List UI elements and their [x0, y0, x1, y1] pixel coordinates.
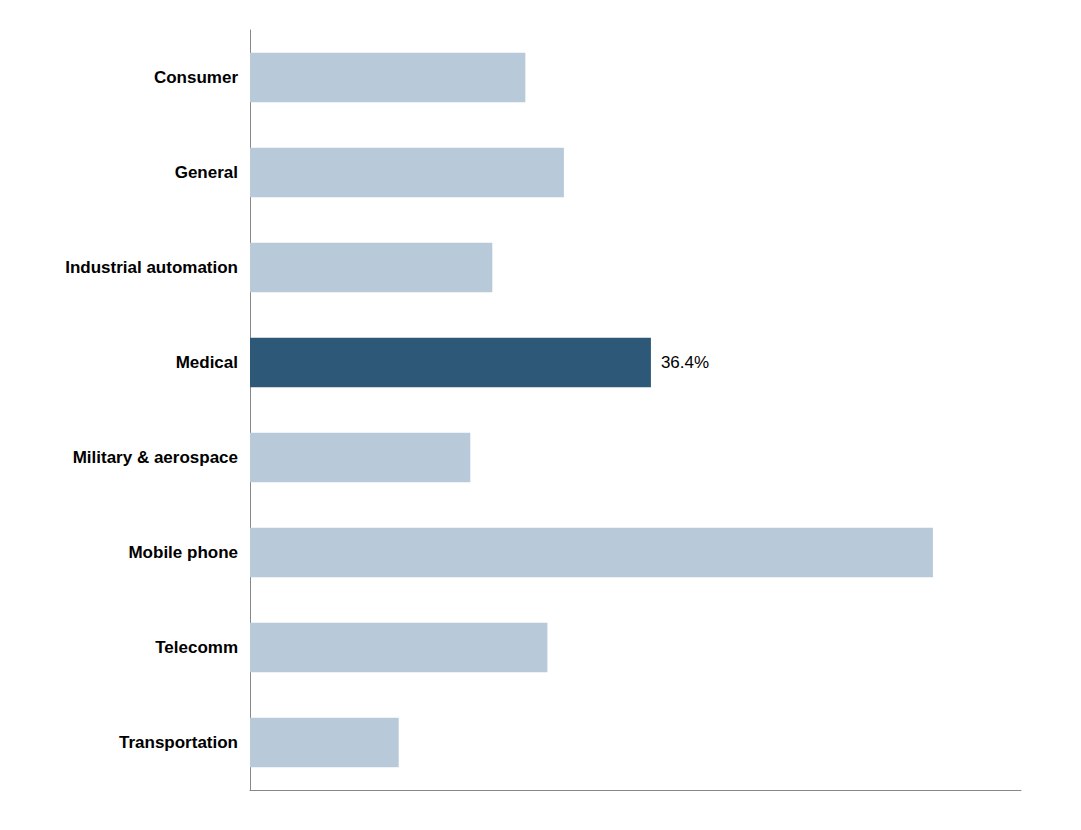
svg-text:Military & aerospace: Military & aerospace [73, 448, 238, 467]
svg-text:Mobile phone: Mobile phone [128, 543, 238, 562]
svg-text:General: General [175, 163, 238, 182]
svg-text:Industrial automation: Industrial automation [65, 258, 238, 277]
svg-text:Consumer: Consumer [154, 68, 238, 87]
svg-text:36.4%: 36.4% [661, 353, 709, 372]
svg-text:Telecomm: Telecomm [155, 638, 238, 657]
svg-text:Transportation: Transportation [119, 733, 238, 752]
svg-text:Medical: Medical [176, 353, 238, 372]
